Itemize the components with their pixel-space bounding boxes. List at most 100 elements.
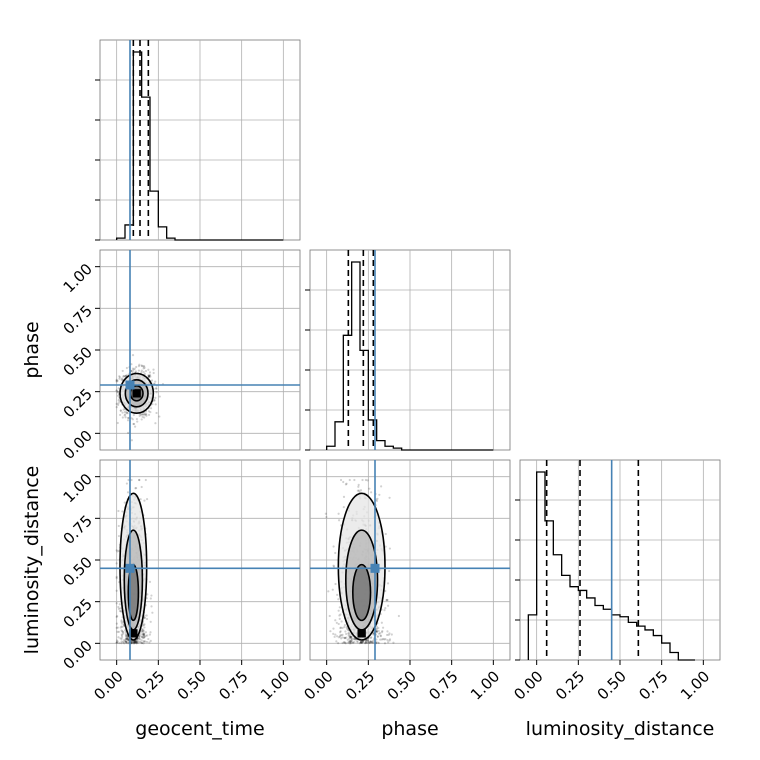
scatter-point — [352, 637, 356, 640]
scatter-point — [348, 639, 351, 643]
truth-marker-geocent-time-vs-luminosity-distance — [125, 563, 135, 573]
scatter-point — [141, 413, 144, 416]
scatter-point — [120, 640, 123, 643]
scatter-point — [143, 366, 146, 369]
scatter-point — [369, 636, 372, 640]
scatter-point — [121, 377, 124, 380]
scatter-point — [350, 637, 353, 640]
scatter-point — [332, 564, 335, 567]
scatter-point — [141, 629, 144, 632]
scatter-point — [376, 497, 379, 500]
scatter-point — [144, 640, 147, 643]
scatter-point — [119, 409, 122, 412]
scatter-point — [383, 609, 386, 612]
scatter-point — [388, 632, 391, 635]
scatter-point — [346, 638, 349, 641]
scatter-point — [155, 386, 158, 390]
scatter-point — [378, 493, 381, 496]
scatter-point — [143, 499, 146, 502]
scatter-point — [359, 489, 363, 492]
scatter-point — [127, 478, 130, 482]
scatter-point — [361, 641, 364, 645]
scatter-point — [351, 641, 355, 644]
scatter-point — [133, 642, 136, 645]
scatter-point — [133, 641, 137, 644]
scatter-point — [132, 413, 135, 417]
scatter-point — [142, 633, 146, 636]
scatter-point — [115, 622, 118, 625]
scatter-point — [142, 370, 145, 374]
scatter-point — [377, 629, 380, 633]
ytick-label-row2-2: 0.50 — [60, 553, 96, 589]
scatter-point — [149, 597, 152, 600]
scatter-point — [122, 632, 125, 635]
scatter-point — [145, 412, 148, 416]
scatter-point — [348, 636, 351, 639]
scatter-point — [116, 391, 119, 394]
scatter-point — [349, 642, 352, 645]
scatter-point — [148, 374, 152, 377]
scatter-point — [126, 431, 130, 434]
scatter-point — [130, 641, 133, 644]
scatter-point — [121, 629, 124, 633]
scatter-point — [351, 641, 355, 644]
scatter-point — [383, 638, 386, 641]
scatter-point — [348, 641, 351, 644]
scatter-point — [325, 515, 328, 519]
scatter-point — [343, 636, 346, 639]
scatter-point — [385, 599, 388, 602]
scatter-point — [116, 626, 119, 629]
scatter-point — [131, 418, 134, 421]
scatter-point — [130, 417, 133, 420]
hist-panel-geocent-time — [95, 39, 301, 241]
scatter-point — [115, 589, 118, 592]
scatter-point — [138, 634, 141, 637]
scatter-point — [337, 622, 340, 626]
scatter-point — [371, 639, 374, 643]
x-axis-label-phase: phase — [381, 718, 438, 740]
scatter-point — [348, 631, 351, 635]
scatter-point — [147, 374, 150, 377]
scatter-point — [141, 630, 144, 634]
scatter-point — [348, 633, 351, 636]
scatter-point — [361, 640, 364, 643]
scatter-point — [127, 416, 130, 420]
scatter-point — [143, 365, 146, 368]
scatter-point — [342, 506, 345, 509]
scatter-point — [382, 637, 385, 641]
scatter-point — [115, 389, 118, 392]
scatter-point — [145, 497, 149, 501]
scatter-point — [124, 637, 128, 641]
scatter-point — [124, 416, 127, 419]
scatter-point — [135, 639, 138, 643]
scatter-point — [121, 630, 124, 633]
ytick-label-row1-4: 1.00 — [60, 260, 96, 296]
scatter-point — [146, 593, 149, 596]
scatter-point — [115, 379, 118, 382]
scatter-point — [143, 635, 146, 639]
scatter-point — [143, 626, 146, 629]
scatter-point — [149, 620, 152, 623]
scatter-point — [152, 368, 155, 371]
scatter-point — [143, 640, 146, 643]
xtick-label-col2-0: 0.00 — [510, 667, 546, 703]
scatter-point — [115, 641, 118, 644]
scatter-point — [380, 638, 384, 641]
scatter-point — [131, 354, 135, 357]
scatter-point — [155, 387, 158, 390]
scatter-point — [120, 619, 123, 622]
scatter-point — [118, 377, 121, 380]
scatter-point — [375, 629, 379, 633]
scatter-point — [131, 370, 134, 373]
scatter-point — [138, 635, 141, 638]
scatter-point — [329, 630, 332, 633]
scatter-point — [341, 636, 344, 639]
scatter-point — [380, 485, 383, 488]
scatter-point — [126, 639, 130, 642]
scatter-point — [349, 635, 353, 639]
scatter-point — [375, 631, 379, 634]
xtick-label-col1-1: 0.25 — [342, 667, 378, 703]
scatter-point — [344, 642, 347, 645]
scatter-point — [361, 478, 364, 482]
scatter-point — [343, 641, 346, 644]
